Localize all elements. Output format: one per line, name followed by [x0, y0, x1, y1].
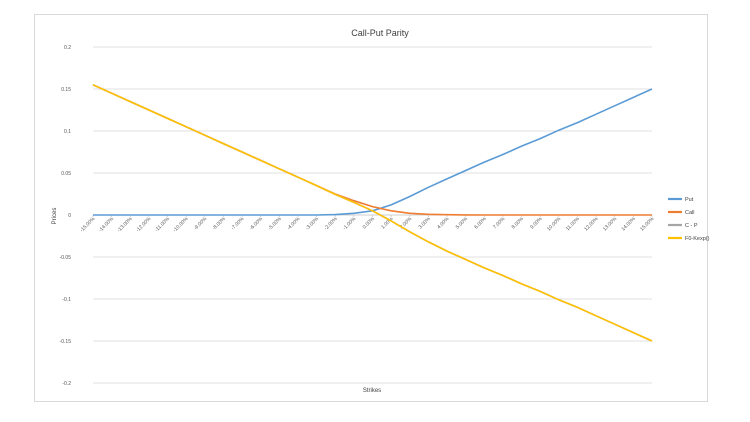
y-tick-label: 0.2 [64, 45, 71, 51]
x-tick-label: 2.00% [399, 216, 414, 231]
x-tick-label: -4.00% [286, 216, 302, 232]
x-tick-label: 11.00% [565, 216, 581, 232]
x-tick-label: 6.00% [473, 216, 488, 231]
x-tick-label: -8.00% [211, 216, 227, 232]
series-line [92, 84, 653, 342]
series-line [92, 84, 652, 216]
legend-label: F0-Kexp() [685, 236, 710, 242]
y-tick-label: -0.1 [62, 297, 71, 303]
x-tick-label: 14.00% [621, 216, 638, 233]
x-tick-label: -2.00% [323, 216, 339, 232]
x-tick-label: -10.00% [172, 216, 190, 234]
x-tick-label: 5.00% [455, 216, 470, 231]
x-tick-label: -7.00% [230, 216, 246, 232]
legend-label: Put [685, 197, 694, 203]
x-axis-ticks: -15.00% -14.00% -13.00% -12.00% -11.00% -10.0… [79, 215, 656, 234]
x-tick-label: -14.00% [98, 216, 116, 234]
legend: Put Call C - P F0-Kexp() [668, 197, 710, 242]
y-tick-label: 0.05 [61, 171, 71, 177]
y-axis-title: Prices [52, 208, 58, 225]
y-tick-label: 0.1 [64, 129, 71, 135]
x-tick-label: -1.00% [342, 216, 358, 232]
chart-title: Call-Put Parity [351, 28, 409, 38]
x-tick-label: 8.00% [511, 216, 526, 231]
legend-label: C - P [685, 223, 698, 229]
x-tick-label: 13.00% [602, 216, 619, 233]
x-tick-label: 7.00% [492, 216, 507, 231]
x-axis-title: Strikes [363, 388, 381, 394]
x-tick-label: 4.00% [436, 216, 451, 231]
x-tick-label: 12.00% [583, 216, 600, 233]
x-tick-label: 1.00% [380, 216, 395, 231]
y-tick-label: -0.15 [60, 339, 72, 345]
series-lines [92, 84, 653, 342]
x-tick-label: -12.00% [135, 216, 153, 234]
y-tick-label: 0.15 [61, 87, 71, 93]
x-tick-label: -6.00% [249, 216, 265, 232]
x-tick-label: -13.00% [116, 216, 134, 234]
y-tick-label: -0.05 [60, 255, 72, 261]
x-tick-label: -11.00% [154, 216, 172, 234]
x-tick-label: 10.00% [546, 216, 563, 233]
x-tick-label: 3.00% [418, 216, 433, 231]
legend-label: Call [685, 210, 694, 216]
x-tick-label: -3.00% [305, 216, 321, 232]
x-tick-label: -9.00% [193, 216, 209, 232]
chart-frame [34, 14, 708, 402]
y-axis-ticks: 0.2 0.15 0.1 0.05 0 -0.05 -0.1 -0.15 -0.2 [60, 45, 72, 387]
x-tick-label: -15.00% [79, 216, 97, 234]
y-tick-label: -0.2 [62, 381, 71, 387]
series-line [93, 88, 653, 216]
y-tick-label: 0 [68, 213, 71, 219]
x-tick-label: 15.00% [639, 216, 656, 233]
x-tick-label: 9.00% [529, 216, 544, 231]
x-tick-label: -5.00% [267, 216, 283, 232]
x-tick-label: 0.00% [362, 216, 377, 231]
